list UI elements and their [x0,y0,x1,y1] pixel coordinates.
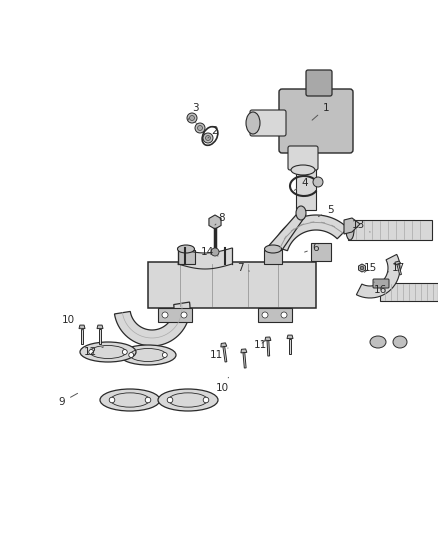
Polygon shape [158,308,192,322]
FancyBboxPatch shape [250,110,286,136]
Polygon shape [223,346,227,362]
Polygon shape [243,352,246,368]
FancyBboxPatch shape [288,146,318,170]
Text: 1: 1 [312,103,329,120]
Polygon shape [289,338,291,354]
Polygon shape [241,349,247,353]
Text: 9: 9 [59,393,78,407]
Polygon shape [221,343,227,347]
Circle shape [211,248,219,256]
Text: 3: 3 [188,103,198,120]
Ellipse shape [346,220,354,240]
Polygon shape [264,250,282,264]
Ellipse shape [265,245,282,253]
FancyBboxPatch shape [311,243,331,261]
Polygon shape [79,325,85,329]
Circle shape [195,123,205,133]
Ellipse shape [393,336,407,348]
Circle shape [360,266,364,270]
Ellipse shape [80,342,136,362]
Text: 2: 2 [208,126,218,138]
Text: 6: 6 [304,243,319,253]
Circle shape [187,113,197,123]
Polygon shape [265,215,306,250]
Text: 11: 11 [253,340,267,350]
Ellipse shape [120,345,176,365]
Circle shape [122,350,127,354]
Text: 14: 14 [200,247,218,257]
Circle shape [203,133,213,143]
Polygon shape [348,220,432,240]
Polygon shape [395,261,401,265]
Polygon shape [344,218,360,234]
Circle shape [203,397,209,403]
Circle shape [281,312,287,318]
Circle shape [145,397,151,403]
Polygon shape [209,215,221,229]
Circle shape [262,312,268,318]
FancyBboxPatch shape [373,279,389,288]
Text: 13: 13 [351,220,370,232]
Circle shape [162,312,168,318]
Polygon shape [359,264,365,272]
Text: 10: 10 [61,315,84,330]
Ellipse shape [291,165,315,175]
FancyBboxPatch shape [306,70,332,96]
Text: 4: 4 [294,178,308,190]
Polygon shape [97,325,103,329]
Text: 5: 5 [318,205,333,216]
Circle shape [205,135,211,141]
Polygon shape [296,168,316,210]
Polygon shape [99,329,101,344]
Polygon shape [380,283,438,301]
Polygon shape [114,302,190,346]
Polygon shape [267,341,270,356]
Ellipse shape [100,389,160,411]
Ellipse shape [370,336,386,348]
Ellipse shape [177,245,194,253]
Text: 17: 17 [388,263,405,273]
Text: 10: 10 [215,377,229,393]
Text: 8: 8 [215,213,225,225]
Circle shape [190,116,194,120]
Circle shape [129,352,134,358]
Text: 12: 12 [83,347,103,357]
Polygon shape [273,215,348,251]
Circle shape [162,352,167,358]
Text: 16: 16 [373,282,387,295]
Ellipse shape [296,206,306,220]
Circle shape [181,312,187,318]
Polygon shape [148,262,316,308]
Text: 11: 11 [209,348,228,360]
Circle shape [89,350,94,354]
Text: 7: 7 [237,263,249,273]
Polygon shape [258,308,292,322]
Polygon shape [81,329,83,344]
Polygon shape [357,254,400,298]
Circle shape [198,125,202,131]
Polygon shape [265,337,271,341]
Ellipse shape [158,389,218,411]
FancyBboxPatch shape [279,89,353,153]
Circle shape [167,397,173,403]
Text: 15: 15 [364,263,377,273]
Polygon shape [287,335,293,338]
Circle shape [109,397,115,403]
Polygon shape [397,264,402,275]
Ellipse shape [246,112,260,134]
Circle shape [313,177,323,187]
Polygon shape [178,250,195,264]
